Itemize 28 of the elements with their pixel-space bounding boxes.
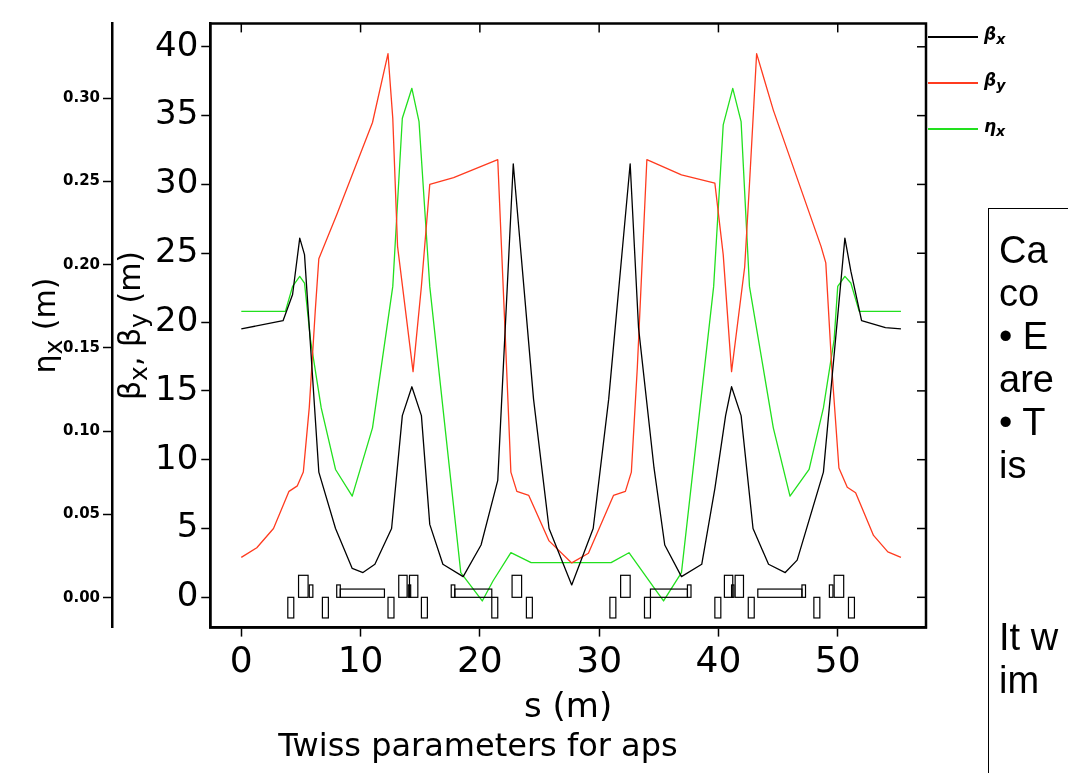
text: Ca co • E are • T is It w im (999, 229, 1059, 701)
y2-tick-label: 0.15 (62, 337, 101, 356)
y-tick-label: 5 (176, 505, 199, 546)
x-tick-label: 50 (814, 638, 861, 680)
y-tick-label: 40 (155, 23, 199, 64)
y2-tick-label: 0.05 (62, 504, 101, 523)
y-tick-label: 20 (155, 298, 199, 339)
legend-label: η$_{x}$ (984, 116, 1006, 142)
y-tick-label: 25 (155, 230, 199, 271)
text: Twiss parameters for aps (277, 726, 678, 765)
y-tick-label: 0 (176, 574, 199, 615)
legend-label: β$_{x}$ (984, 24, 1006, 50)
x-axis-title: s (m) (524, 685, 613, 726)
y2-tick-label: 0.20 (62, 254, 101, 273)
x-tick-label: 10 (337, 638, 384, 680)
y2-tick-label: 0.25 (62, 171, 101, 190)
y2-tick-label: 0.30 (62, 88, 101, 107)
x-tick-label: 20 (456, 638, 503, 680)
y-tick-label: 10 (155, 436, 199, 477)
y2-tick-label: 0.10 (62, 421, 101, 440)
x-tick-label: 0 (229, 638, 253, 680)
x-tick-label: 30 (576, 638, 623, 680)
y2-tick-label: 0.00 (62, 587, 101, 606)
y-tick-label: 35 (155, 92, 199, 133)
legend-label: β$_{y}$ (984, 70, 1006, 96)
y-tick-label: 30 (155, 161, 199, 202)
y-tick-label: 15 (155, 367, 199, 408)
x-tick-label: 40 (695, 638, 742, 680)
